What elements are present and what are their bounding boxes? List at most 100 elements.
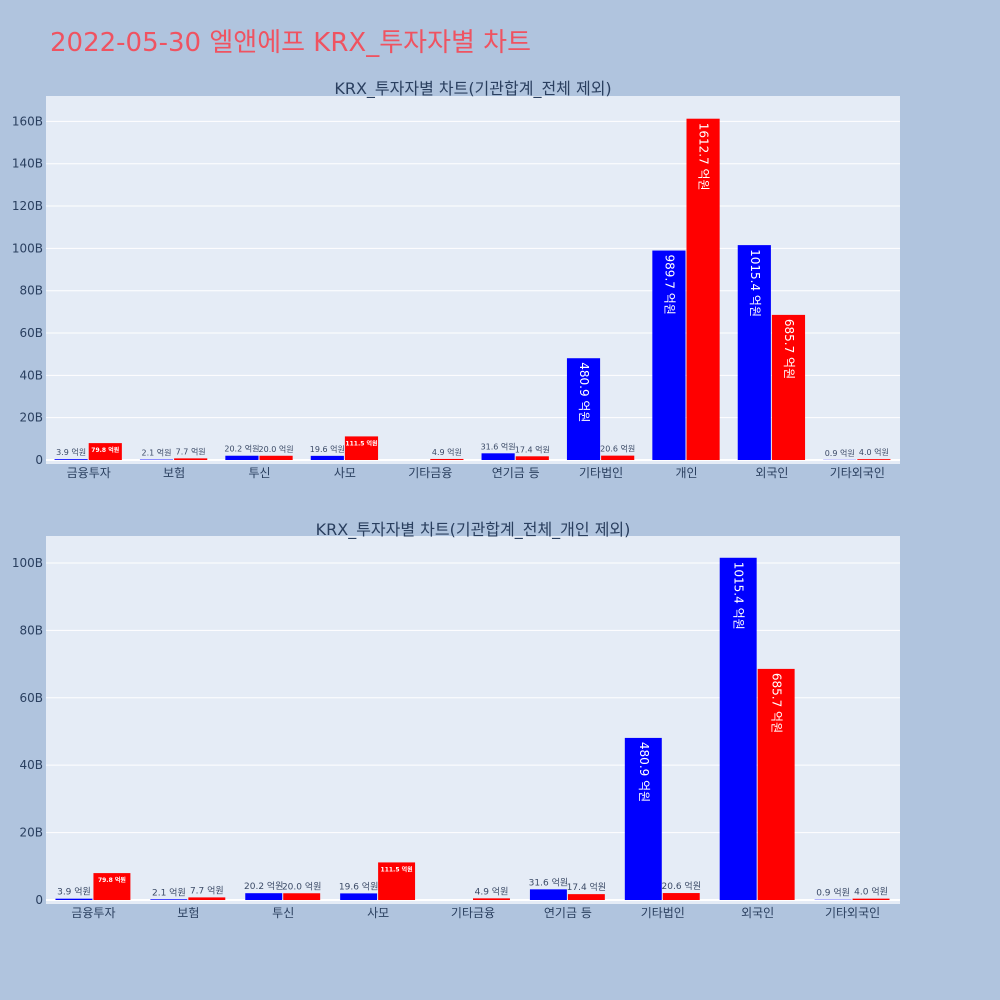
data-label: 2.1 억원 [152,886,186,898]
x-tick-label: 기타외국인 [830,466,885,480]
data-label: 111.5 억원 [345,439,377,447]
x-tick-label: 금융투자 [67,466,111,480]
bar [529,889,567,900]
data-label: 31.6 억원 [529,876,568,888]
data-label: 685.7 억원 [770,673,784,733]
data-label: 79.8 억원 [98,876,126,884]
data-label: 20.0 억원 [282,880,321,892]
bar [259,455,293,460]
y-tick-label: 80B [19,284,43,298]
data-label: 17.4 억원 [515,444,550,454]
data-label: 0.9 억원 [816,887,850,899]
data-label: 0.9 억원 [825,448,855,458]
x-tick-label: 기타금융 [408,466,452,480]
chart-title: KRX_투자자별 차트(기관합계_전체_개인 제외) [316,520,631,540]
x-tick-label: 사모 [367,906,389,920]
chart-title: KRX_투자자별 차트(기관합계_전체 제외) [334,79,611,99]
x-tick-label: 기타외국인 [825,906,880,920]
data-label: 20.2 억원 [224,444,259,454]
bar [174,458,208,460]
x-tick-label: 연기금 등 [544,906,592,920]
y-tick-label: 100B [12,556,43,570]
bar [283,893,321,900]
y-tick-label: 160B [12,114,43,128]
bar [624,737,662,900]
data-label: 1015.4 억원 [732,562,746,630]
x-tick-label: 연기금 등 [492,466,540,480]
x-tick-label: 기타법인 [641,906,685,920]
data-label: 20.2 억원 [244,880,283,892]
bar [857,459,891,460]
bar [430,458,464,460]
data-label: 17.4 억원 [567,881,606,893]
bar [310,455,344,460]
y-tick-label: 20B [19,411,43,425]
x-tick-label: 기타금융 [451,906,495,920]
bar [88,443,122,460]
data-label: 7.7 억원 [190,884,224,896]
bar [652,250,686,460]
bar [54,459,88,460]
y-tick-label: 100B [12,241,43,255]
data-label: 79.8 억원 [91,446,119,454]
data-label: 111.5 억원 [381,865,413,873]
data-label: 20.6 억원 [600,444,635,454]
bar [481,453,515,460]
bar [93,873,131,900]
data-label: 31.6 억원 [481,441,516,451]
bar [515,456,549,460]
y-tick-label: 40B [19,758,43,772]
bar [225,455,259,460]
bar [344,436,379,460]
data-label: 480.9 억원 [637,742,651,802]
data-label: 2.1 억원 [142,448,172,458]
data-label: 19.6 억원 [310,444,345,454]
bar [150,899,188,900]
data-label: 4.0 억원 [859,447,889,457]
x-tick-label: 투신 [272,906,294,920]
data-label: 4.9 억원 [432,447,462,457]
data-label: 1015.4 억원 [748,249,762,317]
bar [55,898,93,900]
data-label: 989.7 억원 [662,255,676,315]
data-label: 3.9 억원 [56,447,86,457]
y-tick-label: 60B [19,326,43,340]
bar [771,314,806,460]
data-label: 3.9 억원 [57,886,91,898]
chart-bottom: 0 20B 40B 60B 80B 100B KRX_투자자별 차트(기관합계_전체_개인 … [12,520,900,920]
chart-top: 0 20B 40B 60B 80B 100B 120B 140B 160B KRX_투자자별 차트… [12,79,900,480]
x-tick-label: 보험 [177,906,199,920]
data-label: 480.9 억원 [577,362,591,422]
x-tick-label: 금융투자 [71,906,115,920]
y-tick-label: 40B [19,368,43,382]
bar [757,668,795,900]
x-tick-label: 외국인 [755,466,788,480]
data-label: 20.0 억원 [259,444,294,454]
data-label: 7.7 억원 [176,446,206,456]
y-tick-label: 80B [19,623,43,637]
x-tick-label: 외국인 [741,906,774,920]
bar [737,245,771,460]
bar [719,557,757,900]
data-label: 4.0 억원 [854,886,888,898]
x-tick-label: 사모 [334,466,356,480]
bar [340,893,378,900]
data-label: 20.6 억원 [662,880,701,892]
data-label: 19.6 억원 [339,880,378,892]
x-tick-label: 개인 [675,466,697,480]
bar [245,893,283,900]
y-tick-label: 0 [35,893,43,907]
x-tick-label: 보험 [163,466,185,480]
bar [662,893,700,900]
y-tick-label: 60B [19,691,43,705]
bar [188,897,226,900]
page-title: 2022-05-30 엘앤에프 KRX_투자자별 차트 [50,28,532,58]
bar [686,118,720,460]
bar [473,898,510,900]
y-tick-label: 140B [12,157,43,171]
bar [852,898,890,900]
bar [567,894,605,900]
bar [378,862,416,900]
y-tick-label: 120B [12,199,43,213]
